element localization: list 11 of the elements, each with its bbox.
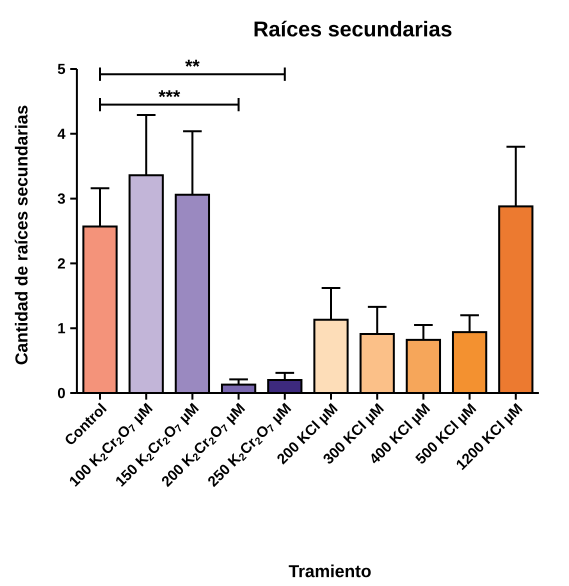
annotation: *** [158, 90, 180, 98]
text: ** [185, 60, 200, 67]
y-tick-label: 2 [58, 258, 65, 269]
y-tick-label: 3 [58, 193, 65, 204]
y-tick-label: 5 [58, 64, 66, 74]
y-tick-label: 1 [58, 323, 66, 334]
chart-title: Raíces secundarias [254, 20, 452, 37]
y-tick-label: 4 [58, 128, 66, 139]
y-tick-label: 0 [58, 388, 65, 398]
y-axis-title: Cantidad de raíces secundarias [14, 106, 28, 364]
x-axis-title: Tramiento [288, 564, 371, 578]
